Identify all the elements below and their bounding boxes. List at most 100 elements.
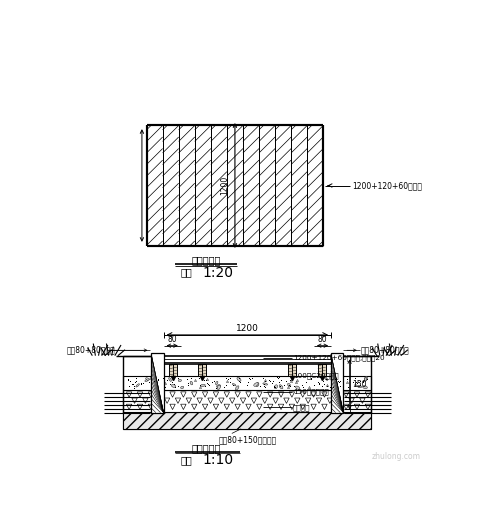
Polygon shape [300, 392, 305, 397]
Text: 1200+120+60防隙水,缝处匰20: 1200+120+60防隙水,缝处匰20 [293, 355, 385, 361]
Polygon shape [322, 392, 327, 397]
Text: 荆面80+80水龙骨: 荆面80+80水龙骨 [361, 346, 409, 355]
Bar [169, 364, 177, 377]
Polygon shape [175, 398, 181, 403]
Ellipse shape [288, 384, 290, 386]
Text: zhulong.com: zhulong.com [372, 452, 421, 461]
Polygon shape [235, 392, 240, 397]
Ellipse shape [178, 379, 182, 381]
Ellipse shape [324, 377, 328, 380]
Polygon shape [132, 398, 137, 403]
Ellipse shape [232, 384, 236, 386]
Polygon shape [181, 404, 186, 410]
Text: 1200: 1200 [220, 176, 229, 195]
Polygon shape [159, 404, 164, 410]
Text: 水铺装平面: 水铺装平面 [192, 255, 221, 265]
Ellipse shape [254, 383, 258, 386]
Text: 荆面80+150防隙板饰: 荆面80+150防隙板饰 [218, 435, 277, 444]
Ellipse shape [275, 385, 278, 389]
Polygon shape [192, 404, 197, 410]
Polygon shape [224, 392, 229, 397]
Polygon shape [213, 404, 219, 410]
Polygon shape [295, 398, 300, 403]
Polygon shape [229, 398, 235, 403]
Polygon shape [126, 392, 132, 397]
Polygon shape [354, 392, 360, 397]
Text: 80: 80 [318, 335, 327, 344]
Polygon shape [289, 404, 295, 410]
Polygon shape [311, 392, 316, 397]
Polygon shape [365, 404, 371, 410]
Ellipse shape [216, 385, 220, 387]
Polygon shape [159, 392, 164, 397]
Bar [151, 353, 163, 413]
Ellipse shape [237, 377, 241, 381]
Polygon shape [235, 404, 240, 410]
Polygon shape [181, 392, 186, 397]
Text: 1200: 1200 [236, 325, 259, 334]
Polygon shape [300, 404, 305, 410]
Polygon shape [208, 398, 213, 403]
Polygon shape [284, 398, 289, 403]
Polygon shape [327, 398, 332, 403]
Polygon shape [246, 404, 251, 410]
Ellipse shape [146, 378, 149, 380]
Text: 100厘C20混凝层: 100厘C20混凝层 [293, 372, 339, 379]
Polygon shape [257, 404, 262, 410]
Bar [318, 364, 325, 377]
Bar [288, 364, 296, 377]
Polygon shape [354, 404, 360, 410]
Ellipse shape [172, 385, 176, 387]
Text: 1:20: 1:20 [202, 265, 233, 279]
Polygon shape [360, 398, 365, 403]
Ellipse shape [156, 385, 160, 389]
Bar [123, 412, 371, 429]
Polygon shape [186, 398, 192, 403]
Polygon shape [202, 392, 208, 397]
Text: 80: 80 [167, 335, 177, 344]
Text: 比例: 比例 [181, 268, 193, 278]
Bar [123, 377, 371, 390]
Polygon shape [126, 404, 132, 410]
Ellipse shape [215, 381, 218, 385]
Polygon shape [273, 398, 278, 403]
Ellipse shape [155, 386, 160, 389]
Polygon shape [148, 404, 153, 410]
Polygon shape [240, 398, 246, 403]
Polygon shape [344, 392, 349, 397]
Polygon shape [365, 392, 371, 397]
Polygon shape [170, 392, 175, 397]
Polygon shape [278, 404, 284, 410]
Ellipse shape [279, 385, 283, 389]
Ellipse shape [145, 379, 148, 381]
Ellipse shape [190, 381, 193, 385]
Ellipse shape [295, 386, 300, 389]
Polygon shape [332, 392, 338, 397]
Text: 底土夹夹: 底土夹夹 [293, 404, 310, 411]
Ellipse shape [263, 383, 268, 385]
Text: 1:10: 1:10 [202, 453, 233, 468]
Bar [331, 353, 344, 413]
Ellipse shape [363, 386, 367, 389]
Polygon shape [332, 404, 338, 410]
Ellipse shape [217, 385, 220, 389]
Polygon shape [349, 398, 354, 403]
Polygon shape [219, 398, 224, 403]
Ellipse shape [136, 384, 139, 387]
Text: 150厘拼石垃层: 150厘拼石垃层 [293, 388, 329, 395]
Polygon shape [143, 398, 148, 403]
Polygon shape [202, 404, 208, 410]
Ellipse shape [201, 384, 205, 387]
Text: 水铺装正面: 水铺装正面 [192, 443, 221, 453]
Polygon shape [246, 392, 251, 397]
Polygon shape [251, 398, 257, 403]
Polygon shape [148, 392, 153, 397]
Polygon shape [137, 404, 143, 410]
Polygon shape [197, 398, 202, 403]
Polygon shape [213, 392, 219, 397]
Polygon shape [257, 392, 262, 397]
Bar [199, 364, 206, 377]
Polygon shape [278, 392, 284, 397]
Ellipse shape [364, 377, 367, 381]
Bar [123, 412, 371, 429]
